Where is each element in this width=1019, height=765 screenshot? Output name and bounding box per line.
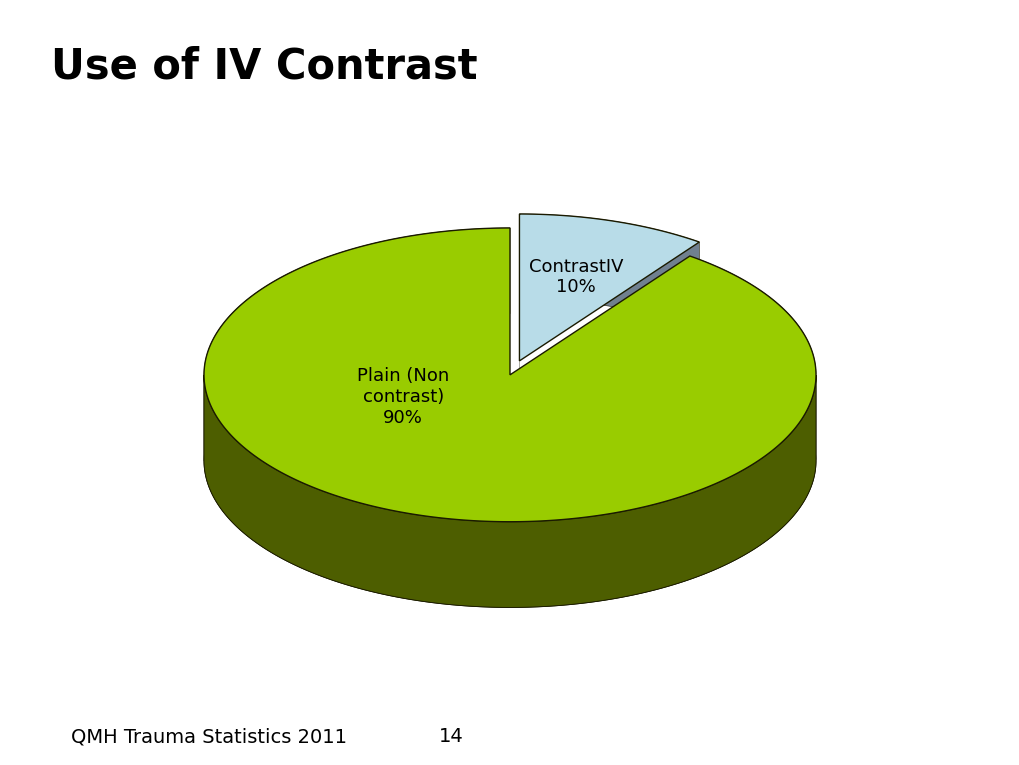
Polygon shape (204, 228, 815, 461)
Text: QMH Trauma Statistics 2011: QMH Trauma Statistics 2011 (71, 727, 347, 746)
Polygon shape (519, 214, 699, 327)
Text: Use of IV Contrast: Use of IV Contrast (51, 46, 477, 88)
Text: ContrastIV
10%: ContrastIV 10% (529, 258, 623, 297)
Polygon shape (519, 214, 699, 361)
Polygon shape (204, 375, 815, 607)
Text: 14: 14 (438, 727, 463, 746)
Text: Plain (Non
contrast)
90%: Plain (Non contrast) 90% (357, 367, 449, 427)
Polygon shape (204, 375, 815, 607)
Polygon shape (204, 228, 815, 522)
